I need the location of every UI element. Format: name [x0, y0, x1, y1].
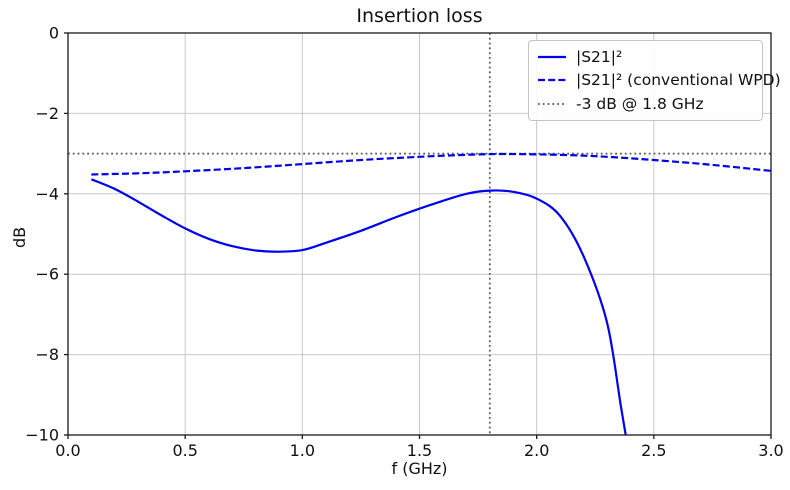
y-tick-label: −4 — [35, 184, 59, 203]
legend-swatch-dotted-line — [538, 103, 566, 106]
x-tick-label: 0.5 — [172, 441, 197, 460]
legend: |S21|² |S21|² (conventional WPD) -3 dB @… — [528, 40, 781, 121]
legend-label-3db-marker: -3 dB @ 1.8 GHz — [576, 95, 704, 114]
plot-title: Insertion loss — [356, 5, 483, 27]
curve-series-1 — [91, 152, 771, 176]
legend-label-s21: |S21|² — [576, 47, 623, 66]
x-axis-label: f (GHz) — [391, 459, 448, 478]
legend-swatch-solid-line — [538, 55, 566, 58]
x-tick-label: 3.0 — [758, 441, 783, 460]
legend-swatch-dashed-line — [538, 79, 566, 82]
curve-series-0 — [90, 178, 627, 435]
legend-label-s21-conventional: |S21|² (conventional WPD) — [576, 71, 781, 90]
legend-item-3db-marker: -3 dB @ 1.8 GHz — [537, 95, 754, 113]
y-tick-label: −8 — [35, 345, 59, 364]
legend-item-s21-conventional: |S21|² (conventional WPD) — [537, 71, 781, 89]
x-tick-label: 2.0 — [524, 441, 549, 460]
y-tick-label: 0 — [49, 24, 59, 43]
x-tick-label: 2.5 — [641, 441, 666, 460]
y-tick-label: −6 — [35, 265, 59, 284]
y-tick-label: −10 — [25, 426, 59, 445]
y-axis-label: dB — [10, 226, 29, 248]
x-tick-label: 1.5 — [407, 441, 432, 460]
y-tick-label: −2 — [35, 104, 59, 123]
legend-item-s21: |S21|² — [537, 48, 754, 66]
x-tick-label: 1.0 — [290, 441, 315, 460]
x-tick-label: 0.0 — [55, 441, 80, 460]
